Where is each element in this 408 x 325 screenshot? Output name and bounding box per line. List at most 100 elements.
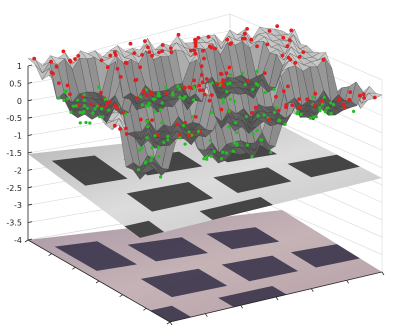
surface-marker (208, 138, 212, 143)
surface-marker (118, 127, 122, 131)
grayscale-image-plane (28, 126, 382, 238)
surface-marker (246, 78, 251, 83)
surface-marker (193, 51, 198, 56)
image-dark-bar (287, 154, 360, 178)
surface-marker (234, 121, 238, 125)
z-tick-label: -1 (14, 132, 22, 141)
surface-marker (187, 130, 191, 134)
x-tick (24, 239, 29, 243)
surface-marker (219, 157, 224, 161)
surface-marker (175, 122, 180, 127)
surface-marker (290, 103, 295, 108)
surface-marker (221, 78, 226, 83)
surface-marker (323, 110, 327, 114)
surface-marker (199, 73, 204, 77)
surface-marker (221, 100, 225, 105)
surface-marker (145, 136, 149, 140)
surface-marker (144, 93, 149, 98)
image-dark-bar (290, 244, 360, 268)
surface-marker (71, 104, 75, 108)
surface-marker (318, 109, 322, 113)
surface-marker (138, 148, 142, 152)
surface-marker (149, 158, 153, 162)
z-axis: 1 0.5 0 -0.5 -1 -1.5 -2 -2.5 -3 -3.5 -4 (6, 62, 33, 245)
surface-marker (150, 53, 154, 58)
z-tick (27, 116, 33, 119)
surface-marker (352, 109, 356, 113)
surface-marker (85, 106, 89, 110)
image-dark-bar (213, 167, 292, 193)
surface-marker (138, 117, 143, 122)
surface-marker (331, 103, 336, 107)
y-tick (275, 296, 279, 301)
surface-marker (176, 84, 180, 88)
surface-marker (187, 133, 191, 138)
color-image-bars (54, 227, 360, 322)
surface-marker (123, 60, 128, 65)
surface-marker (112, 123, 117, 128)
surface-marker (162, 140, 166, 144)
surface-marker (168, 46, 173, 51)
surface-marker (160, 49, 165, 53)
surface-marker (209, 111, 213, 115)
surface-marker (199, 64, 204, 69)
image-dark-bar (127, 237, 209, 262)
surface-marker (108, 53, 113, 58)
surface-marker (308, 116, 313, 120)
z-tick (27, 134, 33, 136)
surface-marker (305, 97, 309, 102)
z-tick-label: -0.5 (6, 114, 22, 123)
surface-marker (219, 72, 224, 76)
surface-marker (32, 56, 37, 61)
surface-marker (104, 104, 109, 108)
surface-marker (348, 90, 353, 94)
surface-marker (313, 91, 318, 96)
surface-marker (251, 87, 255, 92)
surface-marker (78, 110, 82, 115)
surface-marker (74, 104, 78, 108)
surface-marker (144, 88, 149, 92)
surface-marker (124, 132, 129, 136)
surface-marker (243, 83, 247, 87)
mesh-cell (274, 28, 289, 36)
surface-marker (260, 138, 264, 142)
surface-marker (210, 81, 214, 85)
surface-marker (225, 37, 230, 42)
surface-marker (91, 111, 95, 115)
surface-marker (320, 102, 324, 106)
surface-marker (262, 71, 267, 75)
surface-marker (157, 145, 161, 149)
surface-marker (283, 122, 287, 126)
surface-marker (190, 133, 194, 137)
surface-marker (198, 88, 202, 93)
surface-marker (143, 39, 147, 43)
surface-marker (151, 97, 155, 101)
surface-marker (205, 154, 209, 159)
surface-marker (213, 46, 218, 51)
surface-marker (206, 35, 211, 39)
surface-marker (301, 50, 306, 54)
surface-marker (160, 101, 164, 105)
surface-marker (192, 48, 197, 53)
surface-marker (97, 85, 101, 89)
surface-marker (140, 146, 144, 150)
surface-marker (362, 96, 367, 100)
surface-marker (312, 103, 317, 108)
surface-marker (54, 64, 59, 69)
surface-marker (118, 75, 123, 79)
surface-marker (193, 44, 198, 48)
surface-marker (73, 57, 77, 61)
surface-markers (32, 24, 377, 179)
surface-marker (224, 71, 229, 76)
surface-marker (281, 89, 286, 94)
surface-marker (319, 99, 324, 103)
surface-marker (255, 44, 259, 49)
surface-marker (134, 77, 139, 82)
surface-marker (192, 85, 196, 89)
surface-marker (191, 98, 196, 102)
surface-marker (147, 101, 151, 106)
surface-marker (150, 118, 155, 122)
surface-marker (284, 105, 288, 110)
surface-marker (99, 58, 104, 63)
